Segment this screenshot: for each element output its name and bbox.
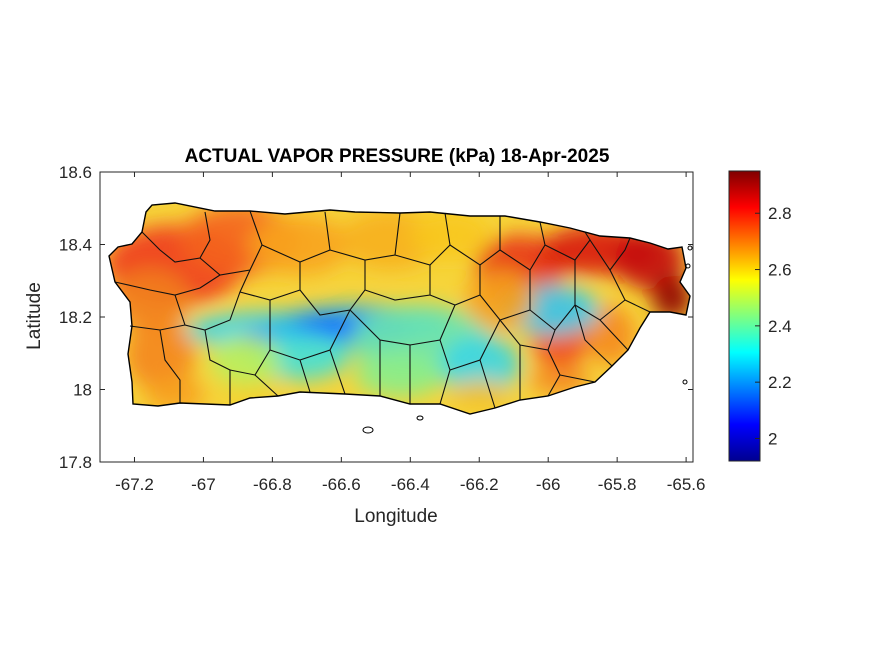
colorbar-gradient xyxy=(728,170,761,462)
municipality-boundary xyxy=(329,349,346,395)
islet xyxy=(682,379,688,385)
colorbar-tick-label: 2.2 xyxy=(768,373,792,392)
municipality-boundary xyxy=(449,216,501,266)
field-blob xyxy=(210,335,280,385)
field-blob xyxy=(440,335,520,395)
colorbar-tick-label: 2 xyxy=(768,429,777,448)
municipality-boundary xyxy=(174,269,251,331)
municipality-boundary xyxy=(239,262,301,301)
municipality-boundary xyxy=(529,260,576,331)
x-tick-label: -65.8 xyxy=(598,475,637,494)
islet xyxy=(416,415,424,421)
y-tick-label: 18.2 xyxy=(59,308,92,327)
x-tick-label: -67.2 xyxy=(115,475,154,494)
field-blob xyxy=(450,380,510,410)
field-blob xyxy=(585,305,635,365)
x-tick-label: -66.6 xyxy=(322,475,361,494)
municipality-boundary xyxy=(624,299,651,313)
municipality-boundaries xyxy=(114,210,651,409)
municipality-boundary xyxy=(261,211,331,263)
x-tick-label: -66.8 xyxy=(253,475,292,494)
island-outline xyxy=(108,202,691,415)
colorbar-tick-label: 2.6 xyxy=(768,261,792,280)
y-tick-label: 18.6 xyxy=(59,163,92,182)
municipality-boundary xyxy=(204,329,231,405)
x-tick-label: -67 xyxy=(191,475,216,494)
field-blob xyxy=(125,320,195,390)
municipality-boundary xyxy=(599,319,629,351)
municipality-boundary xyxy=(229,300,271,376)
municipality-boundary xyxy=(479,359,496,409)
y-tick-label: 18 xyxy=(73,381,92,400)
field-blob xyxy=(652,276,690,320)
municipality-boundary xyxy=(429,265,481,306)
municipality-boundary xyxy=(589,237,631,271)
municipality-boundary xyxy=(479,270,531,321)
field-blob xyxy=(250,215,350,275)
municipality-boundary xyxy=(559,374,596,383)
x-tick-label: -65.6 xyxy=(667,475,706,494)
islet xyxy=(687,245,693,251)
colorbar: 2.8 2.6 2.4 2.2 2 xyxy=(728,170,792,462)
municipality-boundary xyxy=(394,212,451,266)
y-axis-label: Latitude xyxy=(24,282,45,350)
municipality-boundary xyxy=(364,265,431,301)
field-blob xyxy=(465,270,535,330)
x-tick-label: -66.2 xyxy=(460,475,499,494)
municipality-boundary xyxy=(544,231,591,261)
municipality-boundary xyxy=(141,211,211,263)
map-axes: -67.2 -67 -66.8 -66.6 -66.4 -66.2 -66 -65.8 -65.… xyxy=(59,163,706,494)
x-tick-label: -66 xyxy=(536,475,561,494)
field-blob xyxy=(355,353,445,397)
x-axis-ticks: -67.2 -67 -66.8 -66.6 -66.4 -66.2 -66 -65.8 -65.… xyxy=(115,172,705,494)
municipality-boundary xyxy=(574,269,626,321)
islets xyxy=(362,245,693,434)
islet xyxy=(362,426,374,434)
municipality-boundary xyxy=(159,329,181,403)
colorbar-tick-label: 2.8 xyxy=(768,204,792,223)
municipality-boundary xyxy=(499,221,546,271)
y-tick-label: 17.8 xyxy=(59,453,92,472)
municipality-boundary xyxy=(574,304,613,367)
y-tick-label: 18.4 xyxy=(59,236,92,255)
field-blob xyxy=(410,210,490,260)
colorbar-tick-label: 2.4 xyxy=(768,317,792,336)
chart-title: ACTUAL VAPOR PRESSURE (kPa) 18-Apr-2025 xyxy=(185,146,610,167)
municipality-boundary xyxy=(254,374,279,397)
municipality-boundary xyxy=(329,212,401,261)
colorbar-ticks: 2.8 2.6 2.4 2.2 2 xyxy=(755,204,792,448)
x-tick-label: -66.4 xyxy=(391,475,430,494)
x-axis-label: Longitude xyxy=(354,506,437,527)
y-axis-ticks: 18.6 18.4 18.2 18 17.8 xyxy=(59,163,693,472)
municipality-boundary xyxy=(499,319,556,351)
islet xyxy=(685,263,691,269)
